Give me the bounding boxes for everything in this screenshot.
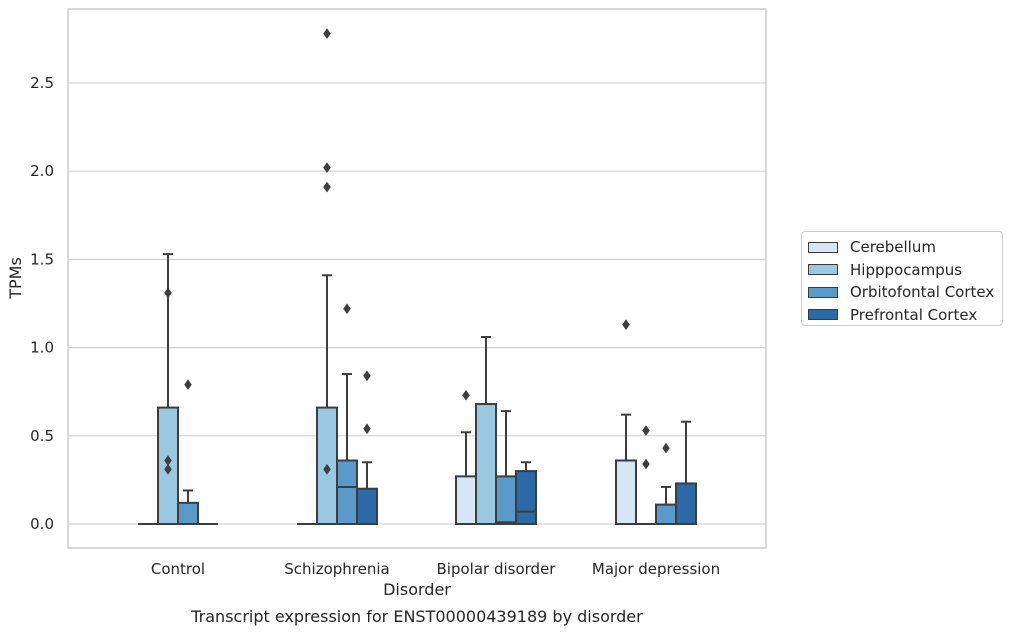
box-hipppocampus <box>636 425 656 525</box>
outlier-point <box>622 319 630 331</box>
box-hipppocampus <box>316 28 338 525</box>
outlier-point <box>662 442 670 454</box>
y-tick-label: 2.5 <box>30 74 54 92</box>
box-body <box>336 459 358 526</box>
outlier-point <box>164 463 172 475</box>
box-prefrontal-cortex <box>356 370 378 525</box>
box-body <box>615 459 637 526</box>
box-body <box>455 475 477 526</box>
legend-item: Prefrontal Cortex <box>808 304 1002 327</box>
box-orbitofontal-cortex <box>177 379 199 525</box>
legend: Cerebellum Hipppocampus Orbitofontal Corte… <box>801 231 1003 326</box>
legend-swatch <box>808 286 838 298</box>
outlier-point <box>323 181 331 193</box>
x-tick-label: Schizophrenia <box>284 560 389 578</box>
box-body <box>475 403 497 526</box>
outlier-point <box>164 287 172 299</box>
tick-labels: 0.0 0.5 1.0 1.5 2.0 2.5 Control Schizophrenia Bi… <box>30 74 720 578</box>
y-axis-label: TPMs <box>6 257 25 300</box>
chart-title: Transcript expression for ENST0000043918… <box>190 607 643 626</box>
legend-label: Hipppocampus <box>850 260 963 279</box>
x-tick-label: Major depression <box>592 560 720 578</box>
outlier-point <box>323 463 331 475</box>
box-body <box>495 475 517 526</box>
legend-item: Orbitofontal Cortex <box>808 281 1002 304</box>
box-hipppocampus <box>475 336 497 526</box>
outlier-point <box>184 379 192 391</box>
box-body <box>356 487 378 525</box>
x-tick-label: Control <box>151 560 205 578</box>
outlier-point <box>642 425 650 436</box>
legend-item: Cerebellum <box>808 236 1002 259</box>
legend-swatch <box>808 309 838 321</box>
box-body <box>177 501 199 525</box>
box-hipppocampus <box>157 253 179 525</box>
outlier-point <box>343 303 351 315</box>
x-tick-label: Bipolar disorder <box>437 560 557 578</box>
outlier-point <box>323 162 331 174</box>
plot-area <box>67 8 767 549</box>
y-tick-label: 2.0 <box>30 162 54 180</box>
box-body <box>675 482 697 526</box>
box-prefrontal-cortex <box>515 461 537 525</box>
outlier-point <box>642 458 650 470</box>
y-tick-label: 1.5 <box>30 250 54 268</box>
outlier-point <box>363 423 371 435</box>
y-tick-label: 0.0 <box>30 515 54 533</box>
outlier-point <box>323 28 331 40</box>
y-tick-label: 0.5 <box>30 427 54 445</box>
boxes <box>138 28 697 526</box>
box-body <box>515 470 537 525</box>
box-body <box>655 503 677 526</box>
box-prefrontal-cortex <box>675 420 697 526</box>
legend-label: Cerebellum <box>850 238 936 257</box>
legend-label: Prefrontal Cortex <box>850 305 978 324</box>
y-tick-label: 1.0 <box>30 339 54 357</box>
box-cerebellum <box>615 319 637 526</box>
legend-label: Orbitofontal Cortex <box>850 283 995 302</box>
x-axis-label: Disorder <box>383 580 451 599</box>
legend-item: Hipppocampus <box>808 259 1002 282</box>
box-orbitofontal-cortex <box>655 442 677 526</box>
outlier-point <box>462 389 470 401</box>
legend-swatch <box>808 264 838 276</box>
legend-swatch <box>808 241 838 253</box>
outlier-point <box>363 370 371 382</box>
